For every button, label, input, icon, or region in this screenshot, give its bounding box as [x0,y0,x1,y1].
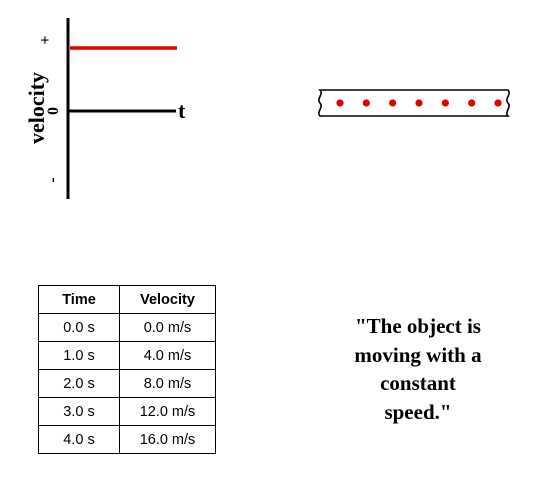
column-header-time: Time [38,285,120,314]
ticker-tape [318,89,510,117]
table-row: 0.0 s 0.0 m/s [38,313,216,342]
velocity-cell: 4.0 m/s [119,341,216,370]
zero-label: 0 [45,107,62,115]
tape-strip [318,89,510,117]
tape-dot [468,99,476,107]
time-cell: 0.0 s [38,313,120,342]
statement-line: "The object is [355,314,481,338]
velocity-cell: 0.0 m/s [119,313,216,342]
y-axis-label: velocity [24,72,49,144]
velocity-cell: 16.0 m/s [119,425,216,454]
velocity-cell: 12.0 m/s [119,397,216,426]
time-cell: 1.0 s [38,341,120,370]
velocity-cell: 8.0 m/s [119,369,216,398]
tape-dot [441,99,449,107]
x-axis-label: t [178,98,186,123]
velocity-time-graph: velocity t + 0 - [24,18,186,199]
tape-dot [415,99,423,107]
statement-line: moving with a [354,342,482,367]
tape-dot [389,99,397,107]
tape-dots [336,99,502,107]
plus-label: + [37,35,54,44]
tape-dot [336,99,344,107]
table-row: 3.0 s 12.0 m/s [38,397,216,426]
tape-dot [494,99,502,107]
time-cell: 2.0 s [38,369,120,398]
statement-text: "The object is moving with a constant sp… [322,312,514,426]
time-cell: 4.0 s [38,425,120,454]
tape-dot [362,99,370,107]
table-row: 1.0 s 4.0 m/s [38,341,216,370]
table-row: 2.0 s 8.0 m/s [38,369,216,398]
table-header-row: Time Velocity [38,285,216,314]
table-row: 4.0 s 16.0 m/s [38,425,216,454]
statement-line: speed." [384,399,452,424]
time-velocity-table: Time Velocity 0.0 s 0.0 m/s 1.0 s 4.0 m/… [38,285,216,454]
statement-line: constant [380,371,456,395]
column-header-velocity: Velocity [119,285,216,314]
time-cell: 3.0 s [38,397,120,426]
minus-label: - [44,177,61,182]
